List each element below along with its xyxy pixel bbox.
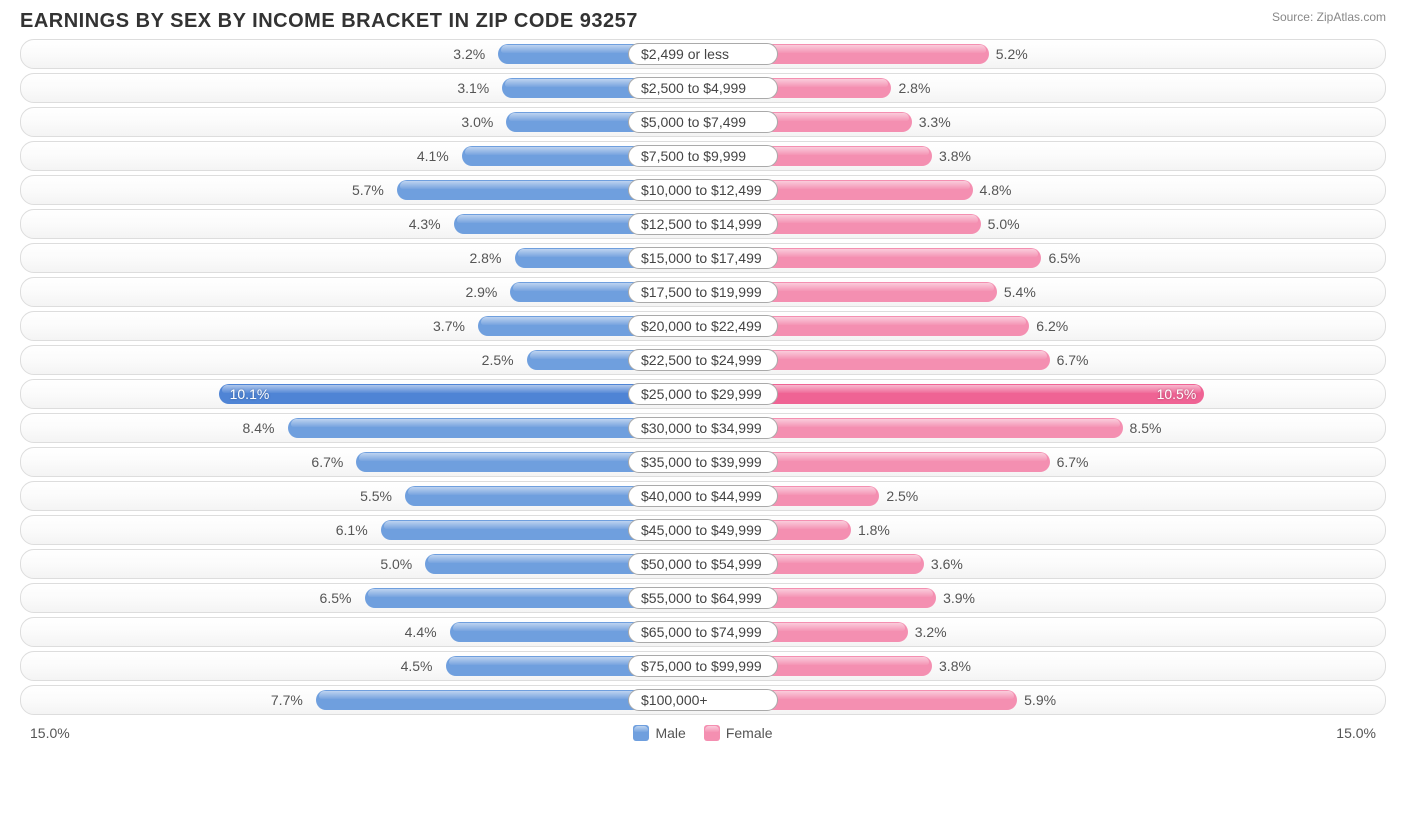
chart-area: $2,499 or less 3.2% 5.2% $2,500 to $4,999 3.…: [0, 39, 1406, 715]
bracket-label: $2,499 or less: [628, 43, 778, 65]
bracket-label: $7,500 to $9,999: [628, 145, 778, 167]
female-pct-label: 3.6%: [931, 556, 963, 572]
male-pct-label: 3.7%: [433, 318, 465, 334]
bracket-label: $65,000 to $74,999: [628, 621, 778, 643]
female-pct-label: 6.5%: [1048, 250, 1080, 266]
male-pct-label: 3.1%: [457, 80, 489, 96]
female-pct-label: 5.4%: [1004, 284, 1036, 300]
male-pct-label: 10.1%: [230, 386, 270, 402]
legend-female-label: Female: [726, 725, 773, 741]
male-pct-label: 2.8%: [470, 250, 502, 266]
bar-row: $10,000 to $12,499 5.7% 4.8%: [20, 175, 1386, 205]
male-swatch-icon: [633, 725, 649, 741]
bracket-label: $30,000 to $34,999: [628, 417, 778, 439]
bar-row: $50,000 to $54,999 5.0% 3.6%: [20, 549, 1386, 579]
chart-footer: 15.0% Male Female 15.0%: [0, 719, 1406, 741]
bracket-label: $22,500 to $24,999: [628, 349, 778, 371]
bracket-label: $75,000 to $99,999: [628, 655, 778, 677]
bar-row: $75,000 to $99,999 4.5% 3.8%: [20, 651, 1386, 681]
bracket-label: $20,000 to $22,499: [628, 315, 778, 337]
female-pct-label: 10.5%: [1157, 386, 1197, 402]
bar-row: $22,500 to $24,999 2.5% 6.7%: [20, 345, 1386, 375]
male-pct-label: 4.1%: [417, 148, 449, 164]
bracket-label: $40,000 to $44,999: [628, 485, 778, 507]
legend-item-male: Male: [633, 725, 685, 741]
female-pct-label: 4.8%: [980, 182, 1012, 198]
bar-row: $12,500 to $14,999 4.3% 5.0%: [20, 209, 1386, 239]
female-pct-label: 6.7%: [1057, 352, 1089, 368]
legend-item-female: Female: [704, 725, 773, 741]
chart-source: Source: ZipAtlas.com: [1272, 10, 1386, 24]
male-pct-label: 6.7%: [311, 454, 343, 470]
bar-row: $17,500 to $19,999 2.9% 5.4%: [20, 277, 1386, 307]
female-bar: [703, 384, 1204, 404]
bar-row: $65,000 to $74,999 4.4% 3.2%: [20, 617, 1386, 647]
bar-row: $40,000 to $44,999 5.5% 2.5%: [20, 481, 1386, 511]
axis-right-label: 15.0%: [1336, 725, 1376, 741]
male-pct-label: 3.0%: [461, 114, 493, 130]
bar-row: $20,000 to $22,499 3.7% 6.2%: [20, 311, 1386, 341]
bar-row: $35,000 to $39,999 6.7% 6.7%: [20, 447, 1386, 477]
bracket-label: $17,500 to $19,999: [628, 281, 778, 303]
female-pct-label: 6.2%: [1036, 318, 1068, 334]
bar-row: $100,000+ 7.7% 5.9%: [20, 685, 1386, 715]
bracket-label: $55,000 to $64,999: [628, 587, 778, 609]
male-pct-label: 6.5%: [320, 590, 352, 606]
female-pct-label: 3.3%: [919, 114, 951, 130]
bar-row: $25,000 to $29,999 10.1% 10.5%: [20, 379, 1386, 409]
legend: Male Female: [633, 725, 772, 741]
bracket-label: $15,000 to $17,499: [628, 247, 778, 269]
male-pct-label: 8.4%: [243, 420, 275, 436]
axis-left-label: 15.0%: [30, 725, 70, 741]
bracket-label: $35,000 to $39,999: [628, 451, 778, 473]
bar-row: $55,000 to $64,999 6.5% 3.9%: [20, 583, 1386, 613]
bracket-label: $100,000+: [628, 689, 778, 711]
bar-row: $7,500 to $9,999 4.1% 3.8%: [20, 141, 1386, 171]
female-pct-label: 5.0%: [988, 216, 1020, 232]
male-pct-label: 7.7%: [271, 692, 303, 708]
bar-row: $5,000 to $7,499 3.0% 3.3%: [20, 107, 1386, 137]
chart-header: EARNINGS BY SEX BY INCOME BRACKET IN ZIP…: [0, 0, 1406, 39]
male-pct-label: 2.9%: [465, 284, 497, 300]
bracket-label: $45,000 to $49,999: [628, 519, 778, 541]
bracket-label: $12,500 to $14,999: [628, 213, 778, 235]
male-pct-label: 6.1%: [336, 522, 368, 538]
male-pct-label: 5.7%: [352, 182, 384, 198]
female-pct-label: 3.9%: [943, 590, 975, 606]
bracket-label: $5,000 to $7,499: [628, 111, 778, 133]
bar-row: $45,000 to $49,999 6.1% 1.8%: [20, 515, 1386, 545]
female-pct-label: 1.8%: [858, 522, 890, 538]
female-pct-label: 6.7%: [1057, 454, 1089, 470]
chart-title: EARNINGS BY SEX BY INCOME BRACKET IN ZIP…: [20, 10, 638, 33]
bracket-label: $2,500 to $4,999: [628, 77, 778, 99]
male-pct-label: 3.2%: [453, 46, 485, 62]
legend-male-label: Male: [655, 725, 685, 741]
female-pct-label: 5.9%: [1024, 692, 1056, 708]
bracket-label: $10,000 to $12,499: [628, 179, 778, 201]
bar-row: $30,000 to $34,999 8.4% 8.5%: [20, 413, 1386, 443]
female-pct-label: 3.8%: [939, 148, 971, 164]
male-pct-label: 5.5%: [360, 488, 392, 504]
male-pct-label: 4.5%: [401, 658, 433, 674]
female-pct-label: 3.2%: [915, 624, 947, 640]
female-pct-label: 2.5%: [886, 488, 918, 504]
male-pct-label: 2.5%: [482, 352, 514, 368]
bar-row: $15,000 to $17,499 2.8% 6.5%: [20, 243, 1386, 273]
male-pct-label: 5.0%: [380, 556, 412, 572]
female-pct-label: 3.8%: [939, 658, 971, 674]
female-pct-label: 2.8%: [898, 80, 930, 96]
bracket-label: $50,000 to $54,999: [628, 553, 778, 575]
male-pct-label: 4.3%: [409, 216, 441, 232]
bracket-label: $25,000 to $29,999: [628, 383, 778, 405]
female-pct-label: 5.2%: [996, 46, 1028, 62]
female-swatch-icon: [704, 725, 720, 741]
male-pct-label: 4.4%: [405, 624, 437, 640]
female-pct-label: 8.5%: [1130, 420, 1162, 436]
bar-row: $2,499 or less 3.2% 5.2%: [20, 39, 1386, 69]
bar-row: $2,500 to $4,999 3.1% 2.8%: [20, 73, 1386, 103]
